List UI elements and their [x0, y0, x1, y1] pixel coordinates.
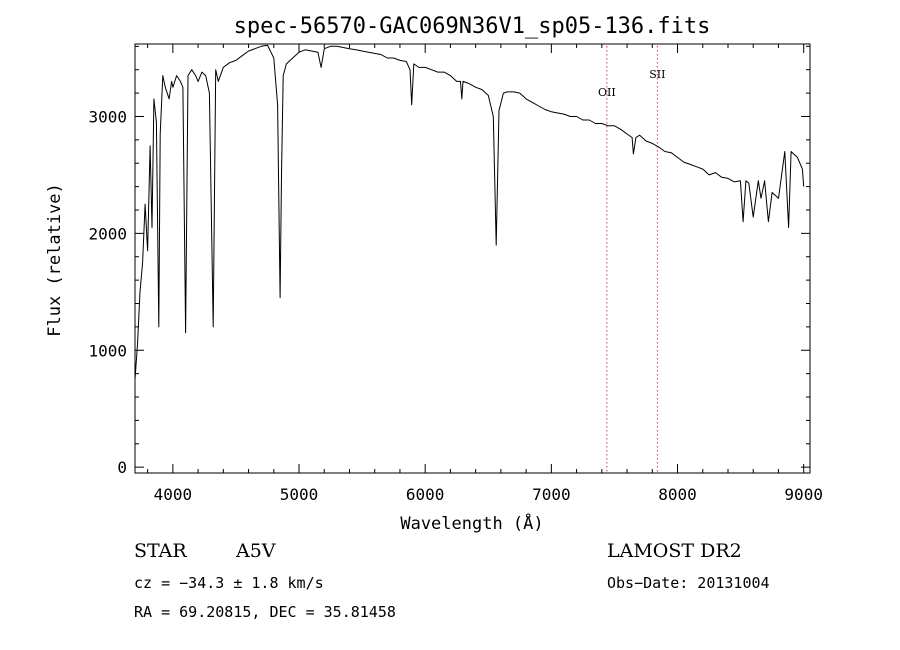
y-axis-label: Flux (relative)	[45, 183, 65, 337]
x-axis-label: Wavelength (Å)	[400, 512, 543, 534]
x-tick-label: 7000	[532, 485, 571, 504]
series-group	[134, 44, 805, 380]
y-tick-label: 0	[117, 458, 127, 477]
x-tick-label: 5000	[280, 485, 319, 504]
x-tick-label: 9000	[784, 485, 823, 504]
plot-frame	[134, 43, 811, 474]
object-subclass: A5V	[236, 540, 276, 562]
annotation-label: OII	[598, 86, 616, 99]
y-tick-label: 2000	[88, 224, 127, 243]
object-class: STAR	[134, 540, 187, 562]
x-tick-label: 8000	[658, 485, 697, 504]
coordinates: RA = 69.20815, DEC = 35.81458	[134, 603, 396, 621]
axis-ticks	[135, 44, 810, 473]
survey-label: LAMOST DR2	[607, 540, 742, 562]
tick-labels: 4000 5000 6000 7000 8000 9000 0 1000 2000 3000	[88, 107, 822, 504]
x-tick-label: 6000	[406, 485, 445, 504]
y-tick-label: 3000	[88, 107, 127, 126]
annotation-lines: OII SII	[598, 46, 665, 473]
x-tick-label: 4000	[154, 485, 193, 504]
chart-title: spec-56570-GAC069N36V1_sp05-136.fits	[234, 14, 711, 39]
cz-value: cz = −34.3 ± 1.8 km/s	[134, 574, 324, 592]
y-tick-label: 1000	[88, 341, 127, 360]
annotation-label: SII	[649, 68, 665, 81]
spectrum-line	[134, 44, 805, 380]
obs-date: Obs−Date: 20131004	[607, 574, 770, 592]
plot-border	[134, 43, 811, 474]
